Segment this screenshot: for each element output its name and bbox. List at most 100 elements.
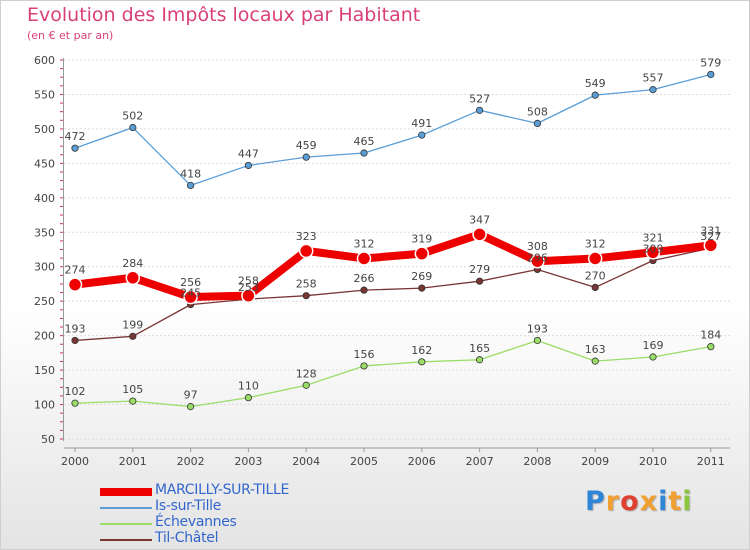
chart-title: Evolution des Impôts locaux par Habitant	[27, 4, 421, 26]
data-label: 193	[527, 322, 548, 335]
data-label: 465	[354, 135, 375, 148]
data-point	[302, 381, 310, 389]
proxiti-logo: Proxiti	[585, 486, 693, 517]
legend: MARCILLY-SUR-TILLE Is-sur-Tille Échevannes…	[100, 482, 420, 548]
data-label: 502	[122, 110, 143, 123]
data-point	[187, 181, 195, 190]
data-point	[418, 358, 426, 366]
data-point	[587, 251, 603, 266]
data-point	[71, 399, 79, 407]
data-label: 245	[180, 287, 201, 300]
x-tick-label: 2005	[350, 455, 378, 468]
x-tick-label: 2003	[234, 455, 262, 468]
y-tick-label: 550	[34, 88, 55, 101]
data-point	[591, 283, 599, 291]
legend-label: Échevannes	[155, 514, 237, 530]
data-label: 418	[180, 167, 201, 180]
data-point	[475, 277, 484, 285]
data-label: 508	[527, 105, 548, 118]
data-label: 128	[296, 367, 317, 380]
data-label: 308	[527, 240, 548, 253]
legend-item: MARCILLY-SUR-TILLE	[100, 482, 420, 500]
data-label: 459	[296, 139, 317, 152]
data-point	[418, 284, 426, 292]
data-point	[298, 243, 314, 259]
x-tick-label: 2008	[523, 455, 551, 468]
legend-swatch	[100, 523, 152, 525]
data-label: 279	[469, 263, 490, 276]
data-point	[187, 403, 195, 411]
data-label: 447	[238, 147, 259, 160]
data-point	[707, 70, 715, 79]
logo-letter: P	[585, 486, 606, 517]
data-label: 331	[700, 224, 721, 237]
legend-swatch	[100, 539, 152, 541]
data-label: 347	[469, 213, 490, 226]
data-label: 472	[65, 130, 86, 143]
data-point	[129, 397, 137, 405]
legend-label: Til-Châtel	[155, 530, 219, 546]
x-tick-label: 2007	[466, 455, 494, 468]
data-point	[475, 106, 484, 114]
data-label: 269	[411, 270, 432, 283]
y-tick-label: 500	[34, 123, 55, 136]
data-label: 491	[411, 117, 432, 130]
x-tick-label: 2001	[119, 455, 147, 468]
data-label: 319	[411, 233, 432, 246]
y-tick-label: 300	[34, 261, 55, 274]
data-label-layer: 472 502 418 447 459 465 491 527 508 549 557 579 102 1…	[65, 56, 722, 401]
y-tick-label: 250	[34, 295, 55, 308]
data-label: 296	[527, 251, 548, 264]
x-tick-label: 2011	[697, 455, 725, 468]
data-point	[125, 270, 141, 286]
data-label: 199	[122, 318, 143, 331]
y-tick-label: 100	[34, 399, 55, 412]
chart-subtitle: (en € et par an)	[27, 29, 114, 42]
data-label: 105	[122, 383, 143, 396]
logo-letter: r	[605, 486, 621, 517]
data-label: 579	[700, 56, 721, 69]
x-tick-label: 2002	[177, 455, 205, 468]
data-point	[360, 286, 368, 294]
data-point	[302, 153, 310, 161]
axis-layer: 50 100 150 200 250 300 350 400 450 500 550 600 2000 2…	[34, 54, 730, 468]
logo-letter: t	[668, 486, 683, 517]
data-label: 312	[354, 237, 375, 250]
data-label: 193	[65, 322, 86, 335]
data-label: 258	[296, 278, 317, 291]
series-line	[71, 230, 715, 302]
legend-item: Til-Châtel	[100, 530, 420, 548]
data-point	[356, 251, 372, 266]
y-tick-label: 350	[34, 226, 55, 239]
x-tick-label: 2004	[292, 455, 320, 468]
data-point	[183, 289, 198, 305]
data-point	[591, 357, 599, 365]
legend-label: MARCILLY-SUR-TILLE	[155, 482, 290, 498]
logo-letter: x	[639, 486, 659, 517]
legend-swatch	[100, 507, 152, 509]
series-line	[74, 339, 712, 408]
legend-item: Échevannes	[100, 514, 420, 532]
data-label: 165	[469, 342, 490, 355]
data-label: 284	[122, 257, 143, 270]
data-label: 162	[411, 344, 432, 357]
grid-layer	[64, 59, 730, 440]
data-point	[591, 91, 599, 99]
y-tick-label: 200	[34, 330, 55, 343]
data-label: 274	[65, 264, 86, 277]
line-chart: 50 100 150 200 250 300 350 400 450 500 550 600 2000 2…	[34, 54, 730, 468]
data-label: 97	[184, 389, 198, 402]
y-tick-label: 400	[34, 192, 55, 205]
legend-swatch	[100, 488, 152, 496]
series-line	[74, 247, 712, 342]
data-point	[244, 161, 252, 170]
data-point	[649, 353, 657, 361]
data-label: 270	[585, 269, 606, 282]
data-point	[71, 144, 79, 152]
data-label: 557	[643, 72, 664, 85]
data-label: 527	[469, 92, 490, 105]
data-label: 309	[643, 243, 664, 256]
data-point	[360, 149, 368, 157]
legend-label: Is-sur-Tille	[155, 498, 222, 514]
data-point	[129, 332, 137, 340]
